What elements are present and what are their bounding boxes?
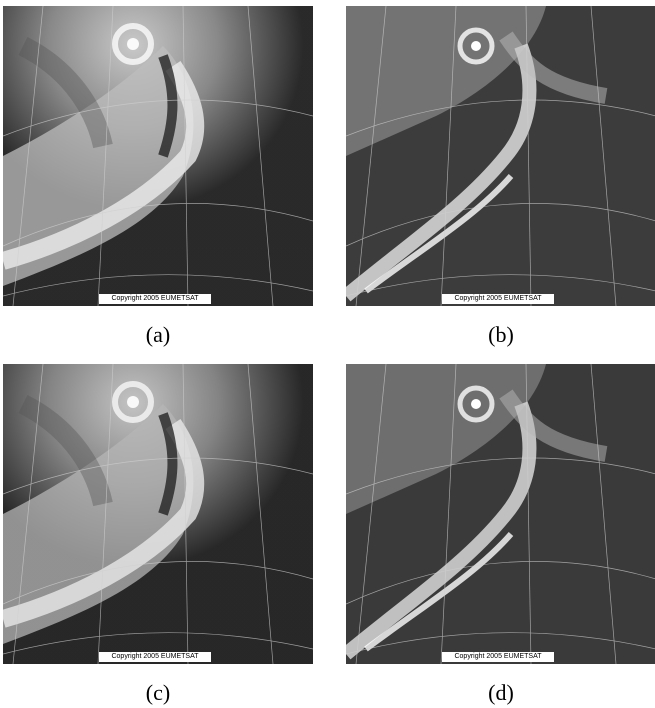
caption-c: (c) (145, 680, 171, 705)
caption-a: (a) (145, 322, 171, 347)
satellite-scene-c (3, 364, 313, 664)
satellite-image-a: Copyright 2005 EUMETSAT (3, 6, 313, 306)
satellite-scene-d (346, 364, 655, 664)
copyright-label: Copyright 2005 EUMETSAT (99, 294, 211, 304)
copyright-label: Copyright 2005 EUMETSAT (99, 652, 211, 662)
satellite-scene-b (346, 6, 655, 306)
satellite-image-d: Copyright 2005 EUMETSAT (346, 364, 655, 664)
satellite-image-c: Copyright 2005 EUMETSAT (3, 364, 313, 664)
satellite-image-b: Copyright 2005 EUMETSAT (346, 6, 655, 306)
caption-d: (d) (488, 680, 514, 705)
satellite-scene-a (3, 6, 313, 306)
caption-b: (b) (488, 322, 514, 347)
copyright-label: Copyright 2005 EUMETSAT (442, 652, 554, 662)
copyright-label: Copyright 2005 EUMETSAT (442, 294, 554, 304)
